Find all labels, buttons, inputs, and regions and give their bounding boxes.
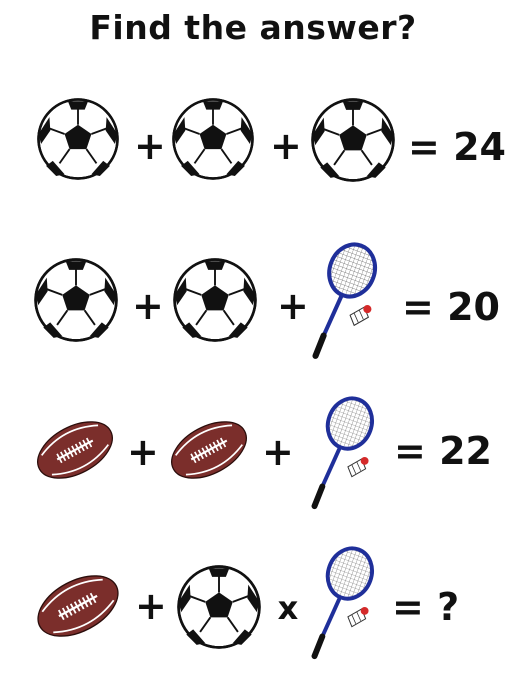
plus-operator: + — [127, 430, 159, 474]
american-football-icon — [33, 566, 123, 646]
puzzle-title: Find the answer? — [89, 8, 417, 47]
result-value: = 20 — [402, 285, 500, 329]
soccer-ball-icon — [176, 563, 262, 651]
multiply-operator: x — [277, 589, 299, 627]
plus-operator: + — [134, 124, 166, 168]
plus-operator: + — [262, 430, 294, 474]
result-value: = 22 — [394, 429, 492, 473]
american-football-icon — [167, 412, 251, 488]
badminton-racket-icon — [305, 546, 381, 664]
plus-operator: + — [132, 284, 164, 328]
badminton-racket-icon — [305, 396, 381, 514]
soccer-ball-icon — [36, 96, 120, 182]
soccer-ball-icon — [310, 96, 396, 184]
plus-operator: + — [270, 124, 302, 168]
soccer-ball-icon — [172, 256, 258, 344]
soccer-ball-icon — [33, 256, 119, 344]
plus-operator: + — [277, 284, 309, 328]
badminton-racket-icon — [305, 242, 385, 364]
soccer-ball-icon — [171, 96, 255, 182]
result-value: = 24 — [408, 125, 506, 169]
result-value: = ? — [392, 585, 460, 629]
plus-operator: + — [135, 584, 167, 628]
american-football-icon — [33, 412, 117, 488]
